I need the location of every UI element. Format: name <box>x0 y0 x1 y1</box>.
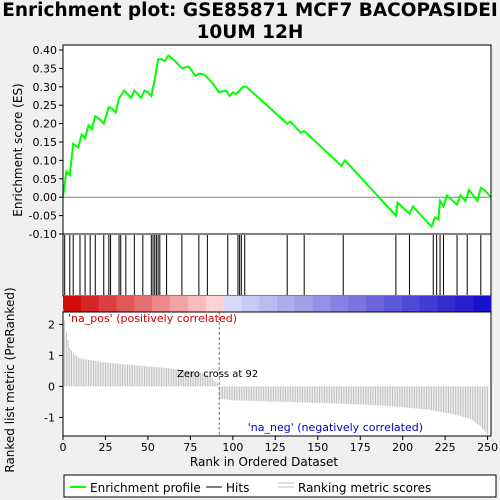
es-y-axis: -0.10 -0.05 0.00 0.05 0.10 0.15 0.20 0.25 0.30 0.… <box>29 44 63 241</box>
color-band-segment <box>473 296 492 312</box>
es-y-tick-label: -0.10 <box>29 228 57 241</box>
zero-cross-label: Zero cross at 92 <box>177 369 258 380</box>
color-band-segment <box>401 296 421 312</box>
color-band-segment <box>384 296 403 312</box>
x-tick-label: 175 <box>350 441 371 454</box>
ranking-color-band <box>63 296 492 312</box>
metric-y-axis: -1 0 1 2 <box>44 318 63 424</box>
color-band-segment <box>116 296 135 312</box>
chart-title-line-2: 10UM 12H <box>196 22 304 43</box>
legend-hits-label: Hits <box>226 481 249 495</box>
rank-x-axis: 0 25 50 75 100 125 150 175 200 225 250 <box>60 436 498 454</box>
es-y-tick-label: 0.20 <box>33 118 58 131</box>
color-band-segment <box>455 296 474 312</box>
es-y-tick-label: 0.15 <box>33 136 58 149</box>
x-tick-label: 0 <box>60 441 67 454</box>
es-y-tick-label: 0.40 <box>33 44 58 57</box>
legend-box <box>63 474 497 498</box>
chart-title: Enrichment plot: GSE85871 MCF7 BACOPASID… <box>0 0 500 44</box>
metric-panel-frame <box>62 311 492 437</box>
color-band-segment <box>312 296 331 312</box>
color-band-segment <box>63 296 82 312</box>
chart-title-line-1: Enrichment plot: GSE85871 MCF7 BACOPASID… <box>2 0 498 21</box>
hits-markers <box>64 235 482 295</box>
color-band-segment <box>152 296 171 312</box>
color-band-segment <box>259 296 278 312</box>
x-tick-label: 25 <box>98 441 112 454</box>
metric-y-tick-label: 2 <box>48 318 55 331</box>
x-tick-label: 100 <box>222 441 243 454</box>
es-y-tick-label: 0.10 <box>33 154 58 167</box>
x-tick-label: 250 <box>477 441 498 454</box>
color-band-segment <box>134 296 153 312</box>
color-band-segment <box>437 296 456 312</box>
metric-y-tick-label: 0 <box>48 380 55 393</box>
metric-y-tick-label: 1 <box>48 349 55 362</box>
x-tick-label: 75 <box>183 441 197 454</box>
enrichment-profile-line <box>62 54 492 229</box>
es-y-tick-label: 0.05 <box>33 173 58 186</box>
color-band-segment <box>80 296 100 312</box>
metric-y-axis-label: Ranked list metric (PreRanked) <box>3 287 17 472</box>
legend-ranking-label: Ranking metric scores <box>298 481 431 495</box>
ranking-metric-bars <box>62 308 489 435</box>
es-y-tick-label: 0.00 <box>33 191 58 204</box>
negative-correlation-label: 'na_neg' (negatively correlated) <box>248 421 423 434</box>
color-band-segment <box>241 296 260 312</box>
legend-enrichment-label: Enrichment profile <box>90 481 201 495</box>
color-band-segment <box>98 296 117 312</box>
x-tick-label: 150 <box>307 441 328 454</box>
color-band-segment <box>348 296 367 312</box>
es-y-axis-label: Enrichment score (ES) <box>11 83 25 216</box>
x-axis-label: Rank in Ordered Dataset <box>190 455 338 469</box>
color-band-segment <box>187 296 207 312</box>
color-band-segment <box>419 296 438 312</box>
x-tick-label: 200 <box>392 441 413 454</box>
metric-y-tick-label: -1 <box>44 411 55 424</box>
color-band-segment <box>294 296 314 312</box>
x-tick-label: 225 <box>435 441 456 454</box>
es-y-tick-label: 0.30 <box>33 81 58 94</box>
color-band-segment <box>205 296 224 312</box>
es-panel-bg <box>63 45 491 234</box>
es-y-tick-label: -0.05 <box>29 210 57 223</box>
es-y-tick-label: 0.25 <box>33 99 58 112</box>
color-band-segment <box>366 296 385 312</box>
color-band-segment <box>277 296 296 312</box>
x-tick-label: 125 <box>265 441 286 454</box>
color-band-segment <box>170 296 189 312</box>
x-tick-label: 50 <box>141 441 155 454</box>
hits-panel <box>62 233 492 297</box>
positive-correlation-label: 'na_pos' (positively correlated) <box>68 312 237 325</box>
color-band-segment <box>223 296 242 312</box>
color-band-segment <box>330 296 349 312</box>
es-y-tick-label: 0.35 <box>33 62 58 75</box>
